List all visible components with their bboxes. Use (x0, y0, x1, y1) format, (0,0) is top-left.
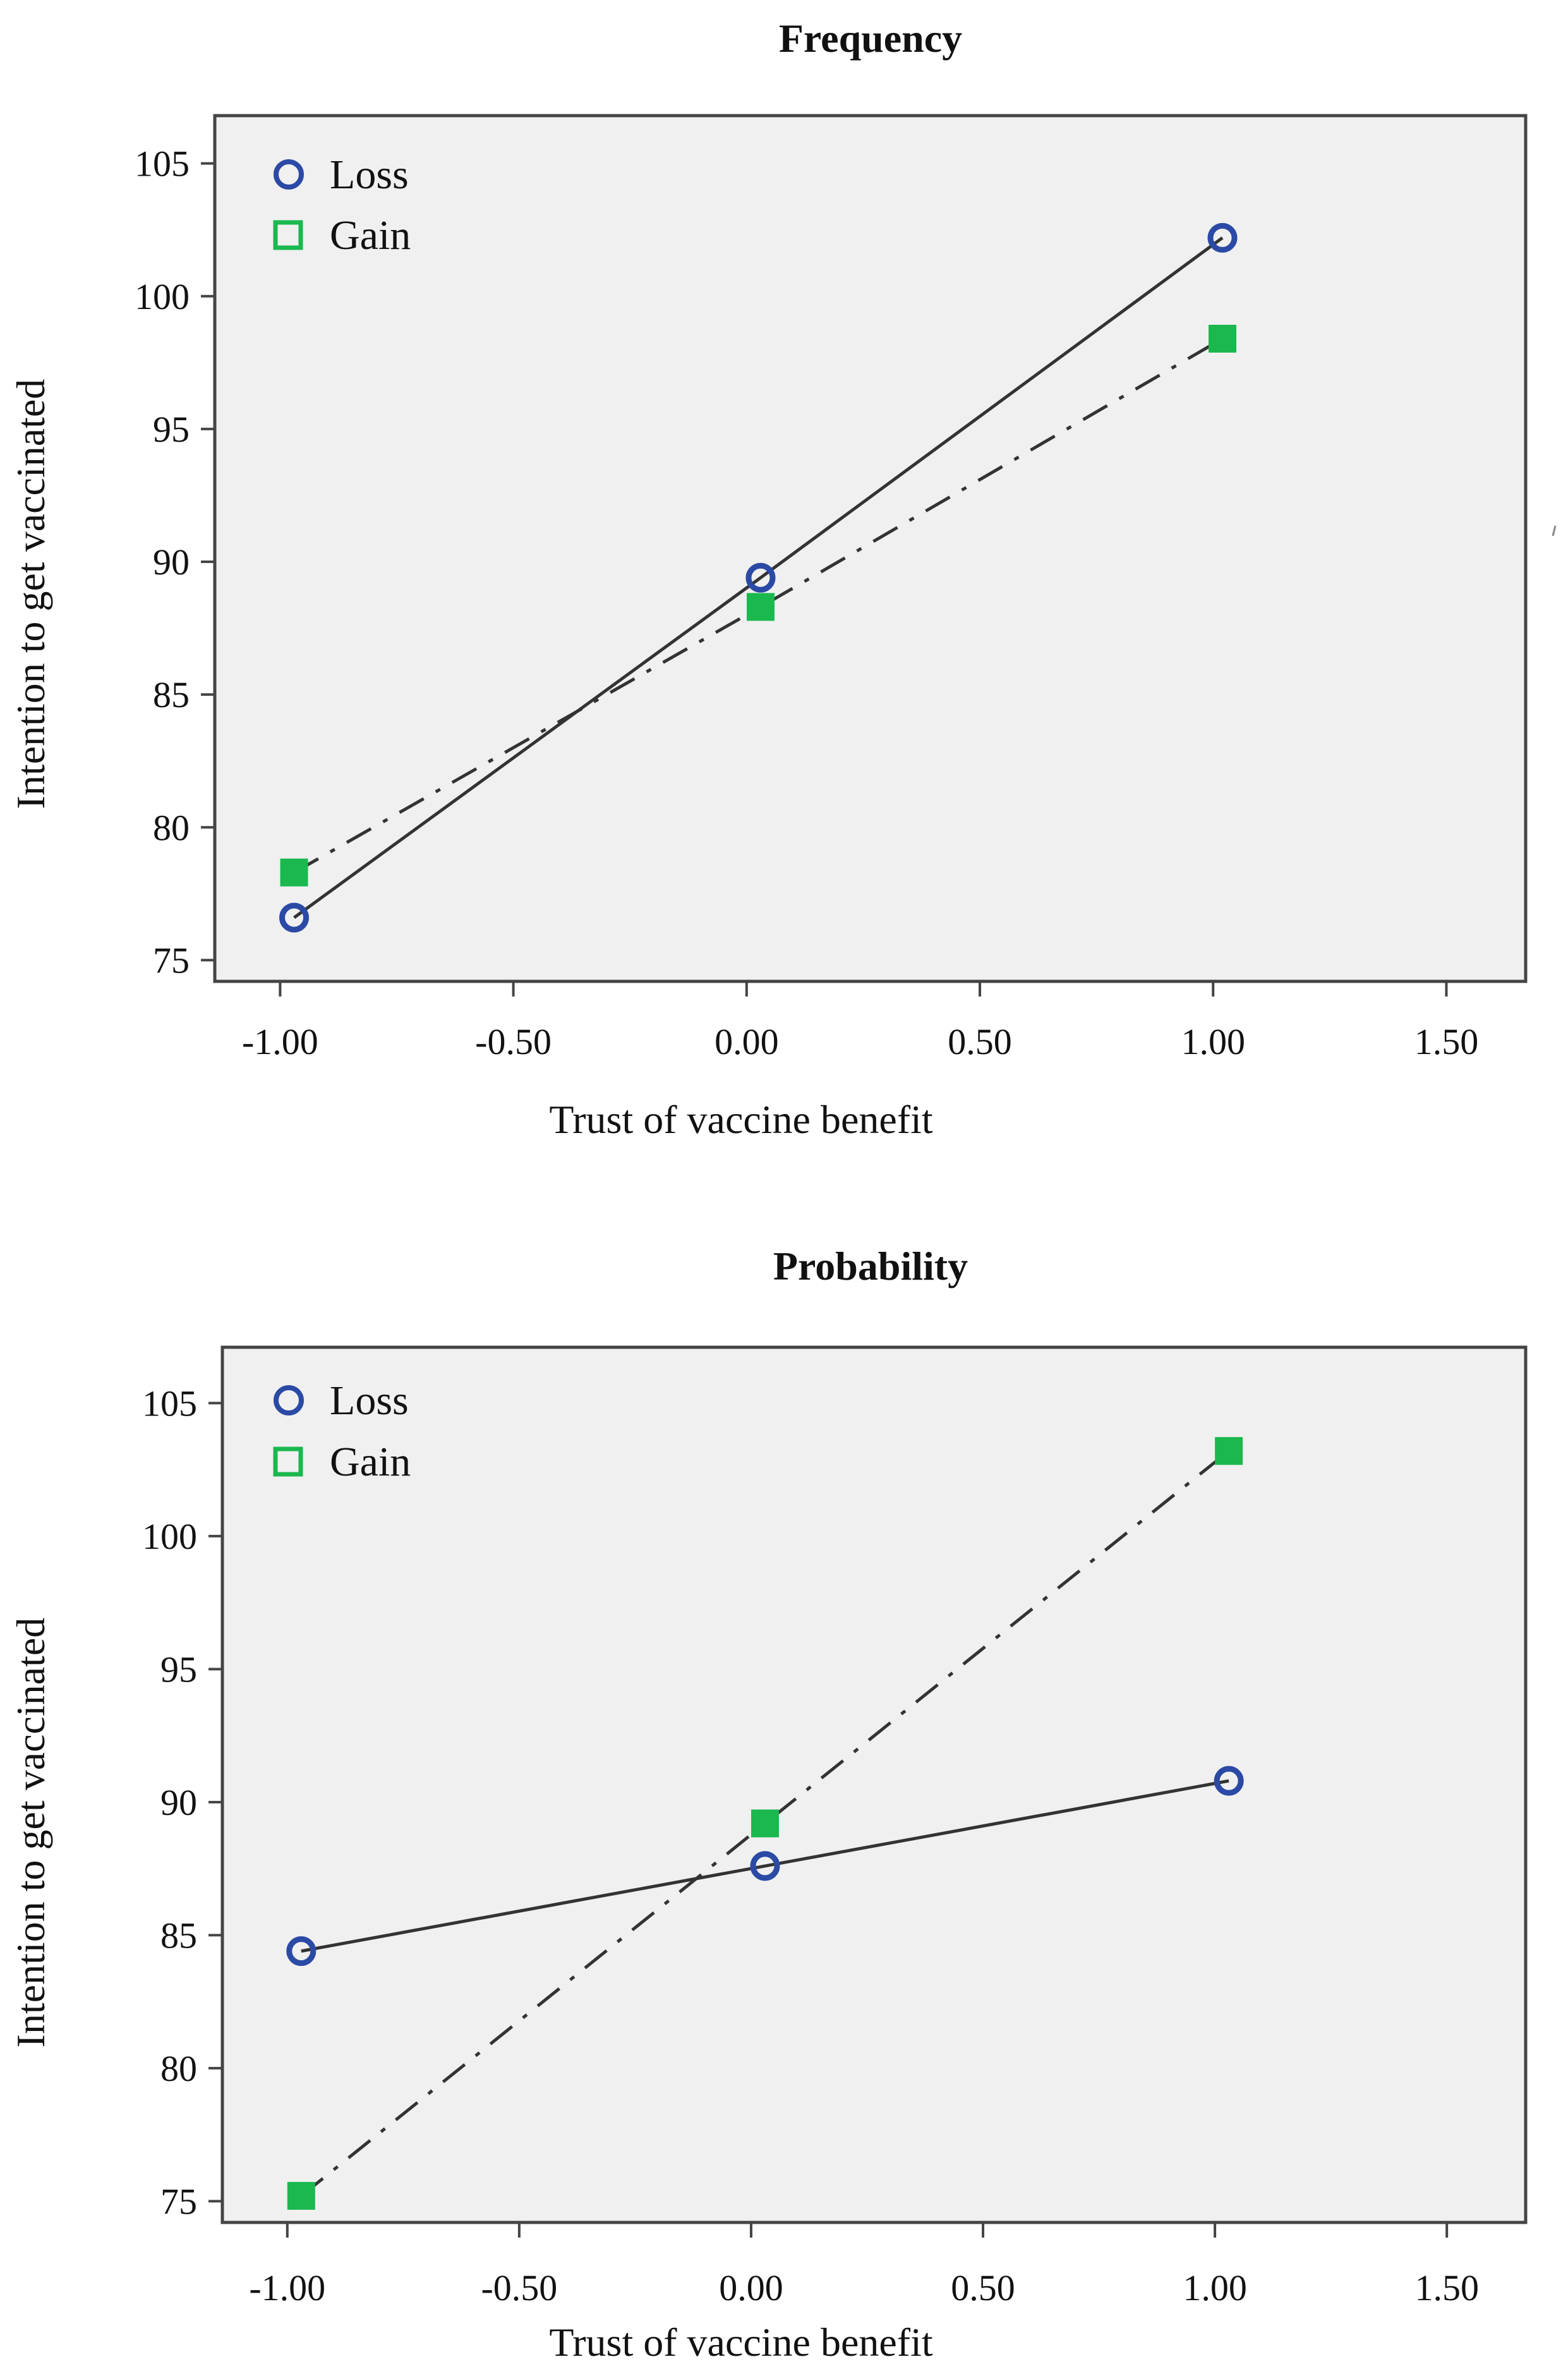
x-axis-label: Trust of vaccine benefit (549, 2320, 932, 2365)
series-line-gain (293, 337, 1224, 874)
legend: Loss Gain (273, 1378, 411, 1485)
x-tick-label: 0.00 (719, 2267, 783, 2308)
chart-title: Frequency (779, 16, 962, 61)
chart-title: Probability (773, 1244, 968, 1288)
data-point-gain (746, 593, 775, 621)
x-tick-label: -0.50 (481, 2267, 557, 2308)
y-tick-label: 95 (160, 1649, 197, 1690)
y-tick-label: 85 (160, 1915, 197, 1956)
data-point-loss (750, 1851, 780, 1881)
data-point-loss (1214, 1766, 1244, 1796)
legend: Loss Gain (273, 152, 411, 258)
y-tick-label: 100 (142, 1516, 197, 1557)
x-tick-label: 0.50 (951, 2267, 1015, 2308)
axes: 75 80 85 90 95 100 105 -1.00 -0.50 0.00 0.50 1.00 1.… (135, 143, 1478, 1062)
y-tick-label: 95 (153, 409, 190, 450)
legend-label-gain: Gain (330, 1439, 411, 1485)
y-tick-label: 80 (153, 807, 190, 848)
stray-mark (1552, 525, 1557, 536)
data-marks (279, 222, 1238, 933)
data-point-loss (1207, 222, 1238, 253)
x-tick-label: 1.50 (1414, 1021, 1479, 1062)
y-tick-label: 80 (160, 2048, 197, 2089)
plot-area (220, 1345, 1528, 2224)
data-point-gain (280, 858, 308, 887)
legend-label-loss: Loss (330, 152, 409, 198)
data-point-gain (1215, 1437, 1243, 1465)
legend-loss-icon (274, 1385, 304, 1415)
x-tick-label: 0.50 (948, 1021, 1012, 1062)
x-tick-label: 1.00 (1181, 1021, 1245, 1062)
y-tick-label: 105 (142, 1383, 197, 1424)
x-tick-label: -1.00 (242, 1021, 318, 1062)
data-point-loss (279, 902, 310, 933)
legend-gain-icon (273, 220, 303, 250)
x-tick-label: 0.00 (715, 1021, 779, 1062)
data-point-gain (751, 1809, 779, 1838)
series-line-gain (300, 1450, 1230, 2197)
series-line-loss (301, 1779, 1229, 1953)
legend-loss-icon (274, 159, 304, 190)
series-line-loss (293, 236, 1224, 919)
x-tick-label: -0.50 (475, 1021, 552, 1062)
y-tick-label: 85 (153, 674, 190, 715)
y-tick-label: 90 (153, 542, 190, 583)
y-tick-label: 75 (153, 940, 190, 981)
y-axis-label: Intention to get vaccinated (8, 379, 53, 809)
y-tick-label: 75 (160, 2181, 197, 2222)
data-point-loss (745, 562, 776, 593)
y-axis-label: Intention to get vaccinated (8, 1618, 53, 2048)
y-tick-label: 100 (135, 276, 190, 317)
data-point-loss (286, 1936, 317, 1967)
x-tick-label: 1.50 (1414, 2267, 1479, 2308)
x-tick-label: -1.00 (249, 2267, 325, 2308)
plot-area (213, 114, 1528, 983)
x-axis-label: Trust of vaccine benefit (549, 1097, 932, 1142)
legend-label-gain: Gain (330, 212, 411, 258)
y-tick-label: 105 (135, 143, 190, 185)
x-tick-label: 1.00 (1183, 2267, 1247, 2308)
data-marks (286, 1437, 1244, 2210)
frequency-chart: Frequency 75 80 85 90 95 100 105 -1.00 -0.50 0.00… (8, 16, 1528, 1142)
legend-label-loss: Loss (330, 1378, 409, 1424)
data-point-gain (1209, 325, 1237, 353)
probability-chart: Probability 75 80 85 90 95 100 105 -1.00 -0.50 0.… (8, 1244, 1528, 2365)
data-point-gain (287, 2181, 315, 2210)
y-tick-label: 90 (160, 1782, 197, 1823)
axes: 75 80 85 90 95 100 105 -1.00 -0.50 0.00 0.50 1.00 1.… (142, 1383, 1479, 2308)
legend-gain-icon (273, 1446, 303, 1477)
